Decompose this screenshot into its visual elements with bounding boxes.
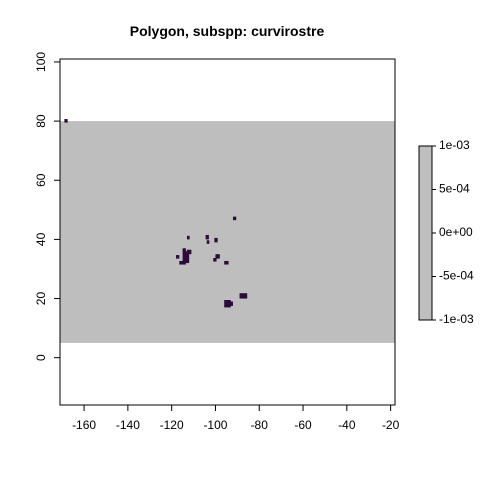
x-tick-label: -120: [160, 418, 184, 432]
x-tick-label: -100: [203, 418, 227, 432]
y-tick-label: 60: [34, 173, 48, 187]
raster-cell: [206, 240, 210, 244]
legend-tick-label: 5e-04: [439, 182, 470, 196]
x-tick-label: -60: [294, 418, 312, 432]
raster-cell: [179, 260, 186, 265]
raster-cell: [186, 235, 190, 240]
y-tick-label: 100: [34, 52, 48, 72]
raster-cell: [214, 237, 218, 243]
raster-cell: [224, 260, 229, 265]
raster-cell: [182, 251, 190, 264]
x-tick-label: -40: [338, 418, 356, 432]
raster-cell: [232, 216, 237, 221]
chart-title: Polygon, subspp: curvirostre: [130, 23, 325, 39]
legend-tick-label: 0e+00: [439, 225, 473, 239]
legend-tick-label: 1e-03: [439, 138, 470, 152]
plot-frame: [59, 58, 396, 406]
raster-cell: [239, 293, 248, 299]
legend-colorbar: [418, 145, 433, 321]
x-tick-label: -20: [382, 418, 400, 432]
raster-cell: [176, 255, 180, 259]
y-tick-label: 0: [34, 354, 48, 361]
y-tick-label: 80: [34, 114, 48, 128]
raster-cell: [64, 119, 68, 123]
raster-cell: [182, 248, 186, 253]
raster-extent: [60, 121, 395, 343]
raster-cell: [215, 254, 220, 259]
legend-tick-label: -1e-03: [439, 312, 474, 326]
raster-cell: [226, 301, 233, 306]
legend-tick-label: -5e-04: [439, 269, 474, 283]
raster-cell: [213, 258, 217, 262]
x-tick-label: -140: [116, 418, 140, 432]
x-tick-label: -80: [251, 418, 269, 432]
y-tick-label: 40: [34, 232, 48, 246]
x-tick-label: -160: [72, 418, 96, 432]
raster-cell: [205, 234, 209, 240]
y-tick-label: 20: [34, 292, 48, 306]
